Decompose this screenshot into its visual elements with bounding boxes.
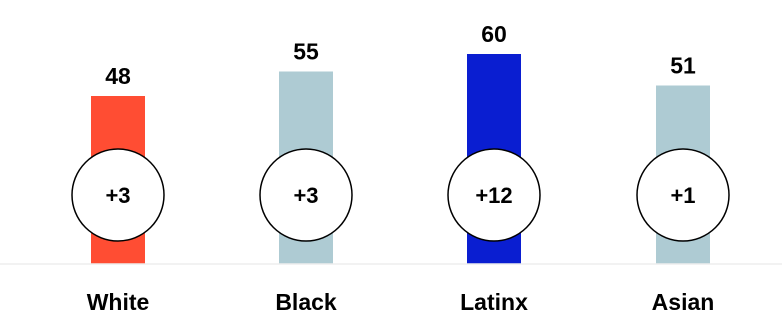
value-label-black: 55	[293, 39, 319, 65]
category-label-asian: Asian	[652, 289, 715, 315]
value-label-latinx: 60	[481, 21, 507, 47]
change-badge-white	[71, 148, 165, 242]
bars-layer	[91, 54, 710, 264]
category-label-white: White	[87, 289, 150, 315]
change-label-asian: +1	[670, 183, 695, 208]
category-label-black: Black	[275, 289, 337, 315]
change-label-black: +3	[293, 183, 318, 208]
change-label-latinx: +12	[475, 183, 512, 208]
change-badge-black	[259, 148, 353, 242]
labels-layer: 48 White 55 Black 60 Latinx 51 Asian	[87, 21, 715, 315]
change-badge-asian	[636, 148, 730, 242]
change-label-white: +3	[105, 183, 130, 208]
value-label-asian: 51	[670, 53, 696, 79]
change-badge-latinx	[447, 148, 541, 242]
category-label-latinx: Latinx	[460, 289, 528, 315]
change-badges-layer: +3 +3 +12 +1	[71, 148, 730, 242]
value-label-white: 48	[105, 63, 131, 89]
